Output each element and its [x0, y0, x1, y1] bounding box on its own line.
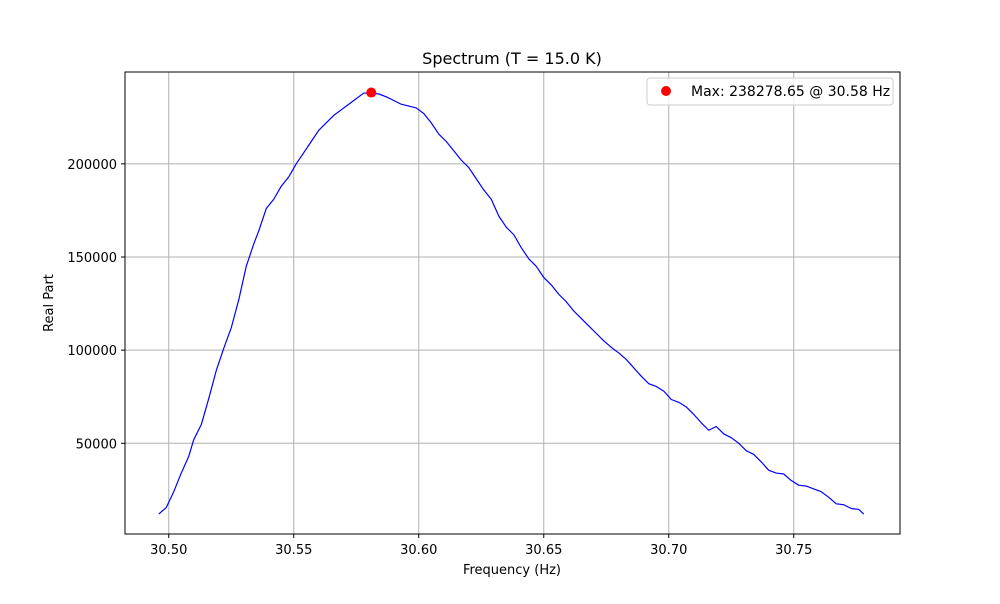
- y-ticks: 50000 100000 150000 200000: [67, 158, 125, 452]
- legend: Max: 238278.65 @ 30.58 Hz: [646, 77, 894, 106]
- x-tick-label: 30.70: [650, 543, 687, 558]
- x-tick-label: 30.65: [525, 543, 562, 558]
- x-tick-label: 30.75: [775, 543, 812, 558]
- grid-layer: [125, 72, 900, 534]
- spectrum-line: [158, 92, 865, 515]
- legend-marker: [661, 86, 671, 96]
- series-layer: [158, 87, 865, 515]
- x-axis-label: Frequency (Hz): [463, 563, 561, 578]
- x-ticks: 30.50 30.55 30.60 30.65 30.70 30.75: [150, 534, 812, 558]
- y-tick-label: 200000: [67, 158, 117, 173]
- max-point-marker: [366, 87, 377, 98]
- y-tick-label: 150000: [67, 251, 117, 266]
- y-axis-label: Real Part: [42, 274, 57, 332]
- x-tick-label: 30.55: [275, 543, 312, 558]
- y-tick-label: 50000: [76, 437, 117, 452]
- legend-label: Max: 238278.65 @ 30.58 Hz: [691, 84, 890, 100]
- legend-box: [646, 77, 894, 106]
- y-tick-label: 100000: [67, 344, 117, 359]
- chart-title: Spectrum (T = 15.0 K): [422, 49, 602, 68]
- x-tick-label: 30.60: [400, 543, 437, 558]
- x-tick-label: 30.50: [150, 543, 187, 558]
- plot-frame: [124, 71, 901, 535]
